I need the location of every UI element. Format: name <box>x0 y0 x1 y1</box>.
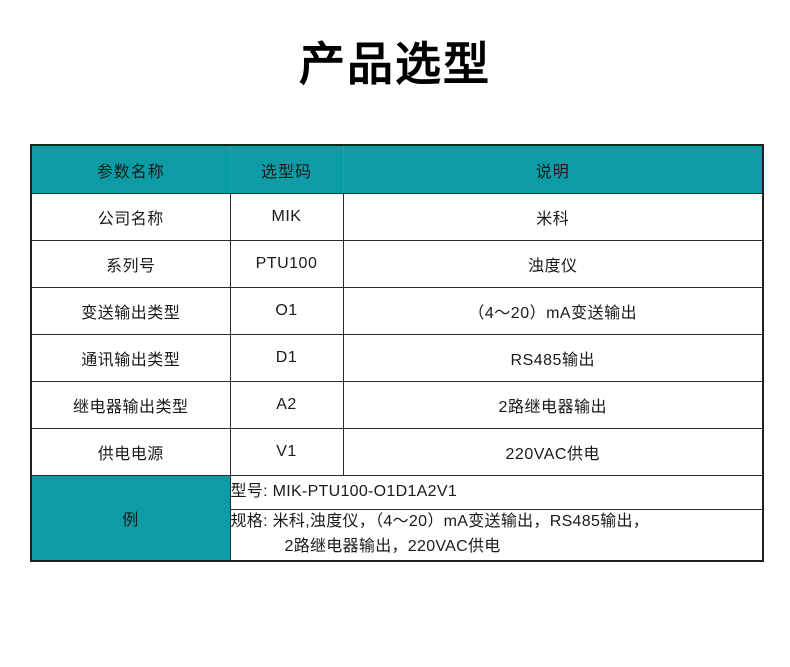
table-row: 公司名称 MIK 米科 <box>30 193 764 241</box>
cell-selection-code: MIK <box>229 193 344 241</box>
cell-parameter-name: 变送输出类型 <box>30 287 231 335</box>
cell-description: 浊度仪 <box>342 240 764 288</box>
product-selection-table: 参数名称 选型码 说明 公司名称 MIK 米科 系列号 PTU100 浊度仪 <box>30 144 764 562</box>
example-specification: 规格: 米科,浊度仪，（4～20）mA变送输出，RS485输出， 2路继电器输出，… <box>229 508 764 562</box>
table-header-row: 参数名称 选型码 说明 <box>30 144 764 194</box>
cell-selection-code: A2 <box>229 381 344 429</box>
cell-description: 220VAC供电 <box>342 428 764 476</box>
table-header: 参数名称 选型码 说明 <box>30 144 764 194</box>
cell-parameter-name: 通讯输出类型 <box>30 334 231 382</box>
example-model-row: 例 型号: MIK-PTU100-O1D1A2V1 <box>30 474 764 562</box>
cell-parameter-name: 继电器输出类型 <box>30 381 231 429</box>
column-header-description: 说明 <box>342 144 764 194</box>
example-spec-row: 规格: 米科,浊度仪，（4～20）mA变送输出，RS485输出， 2路继电器输出，… <box>31 508 764 562</box>
cell-description: RS485输出 <box>342 334 764 382</box>
cell-parameter-name: 公司名称 <box>30 193 231 241</box>
table-row: 通讯输出类型 D1 RS485输出 <box>30 334 764 382</box>
example-model-number: 型号: MIK-PTU100-O1D1A2V1 <box>229 475 764 510</box>
example-specification-line-1: 规格: 米科,浊度仪，（4～20）mA变送输出，RS485输出， <box>230 513 650 530</box>
column-header-parameter-name: 参数名称 <box>30 144 231 194</box>
page-title: 产品选型 <box>299 38 491 90</box>
cell-selection-code: PTU100 <box>229 240 344 288</box>
table-body: 公司名称 MIK 米科 系列号 PTU100 浊度仪 变送输出类型 O1 （4～… <box>30 193 764 562</box>
cell-description: 2路继电器输出 <box>342 381 764 429</box>
example-label-cell: 例 <box>30 474 231 562</box>
column-header-selection-code: 选型码 <box>229 144 344 194</box>
cell-description: 米科 <box>342 193 764 241</box>
selection-table-container: 参数名称 选型码 说明 公司名称 MIK 米科 系列号 PTU100 浊度仪 <box>30 144 764 562</box>
cell-selection-code: D1 <box>229 334 344 382</box>
cell-parameter-name: 供电电源 <box>30 428 231 476</box>
cell-selection-code: V1 <box>229 428 344 476</box>
cell-parameter-name: 系列号 <box>30 240 231 288</box>
table-row: 继电器输出类型 A2 2路继电器输出 <box>30 381 764 429</box>
table-row: 系列号 PTU100 浊度仪 <box>30 240 764 288</box>
example-specification-line-2: 2路继电器输出，220VAC供电 <box>284 537 501 555</box>
table-row: 供电电源 V1 220VAC供电 <box>30 428 764 476</box>
cell-selection-code: O1 <box>229 287 344 335</box>
table-row: 变送输出类型 O1 （4～20）mA变送输出 <box>30 287 764 335</box>
cell-description: （4～20）mA变送输出 <box>342 287 764 335</box>
